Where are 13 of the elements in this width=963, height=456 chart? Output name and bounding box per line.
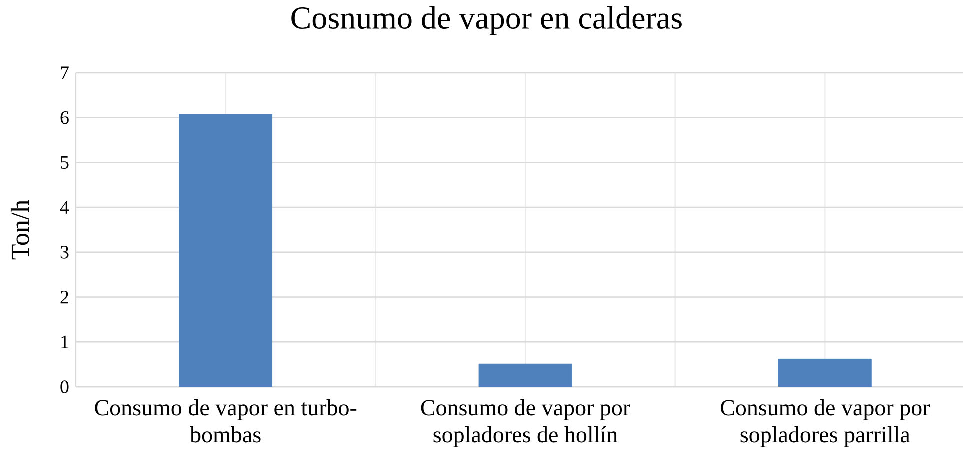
x-tick-label: Consumo de vapor en turbo-bombas bbox=[95, 400, 357, 443]
y-axis-title: Ton/h bbox=[10, 200, 30, 260]
y-tick-label: 6 bbox=[60, 111, 69, 124]
y-tick-label: 2 bbox=[60, 291, 68, 304]
x-tick-label: Consumo de vapor por sopladores de hollín bbox=[421, 400, 630, 448]
y-tick-label: 0 bbox=[60, 380, 69, 394]
x-tick-label: Consumo de vapor por sopladores parrilla bbox=[721, 400, 930, 448]
y-tick-label: 5 bbox=[61, 156, 69, 170]
y-tick-label: 1 bbox=[62, 336, 68, 348]
y-tick-label: 7 bbox=[61, 66, 69, 80]
y-tick-label: 4 bbox=[60, 201, 70, 214]
y-tick-label: 3 bbox=[60, 246, 69, 259]
chart-title: Cosnumo de vapor en calderas bbox=[292, 6, 682, 36]
